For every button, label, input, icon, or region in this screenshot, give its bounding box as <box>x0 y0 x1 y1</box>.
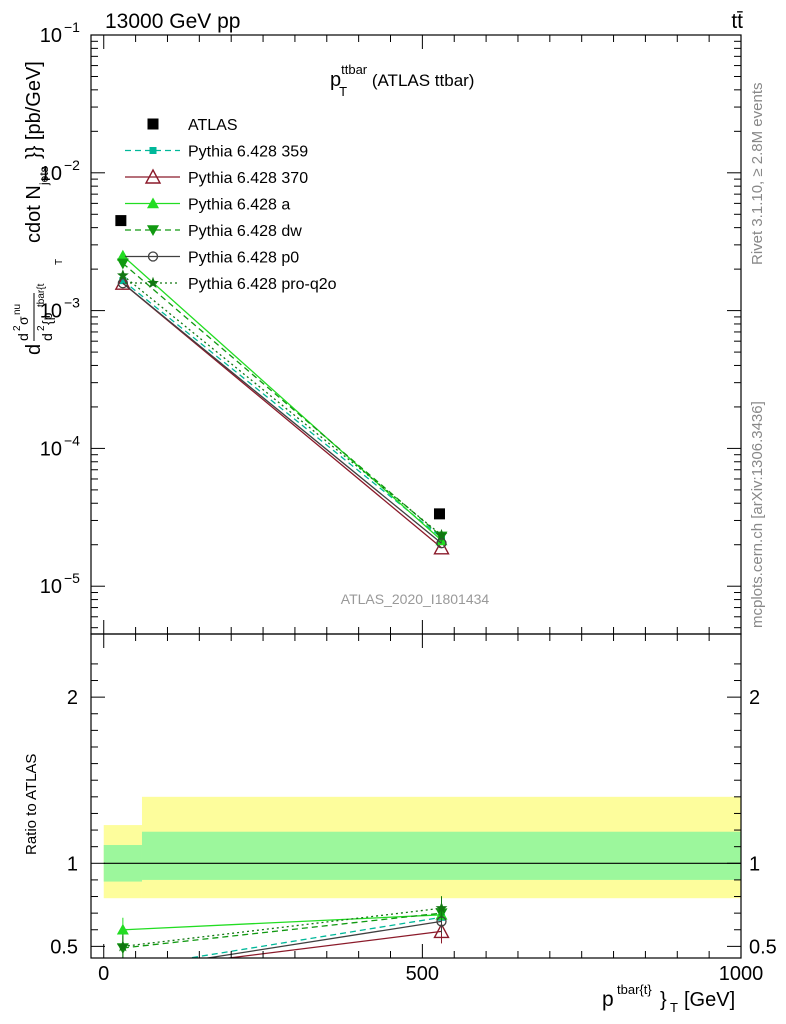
series-point <box>433 539 450 555</box>
series-line <box>122 280 442 539</box>
legend-marker <box>147 276 159 288</box>
ratio-axes: 0.5 0.5 1 1 2 2 0 500 1000 <box>50 633 777 985</box>
series-line <box>122 282 442 544</box>
y-tick-label: 10 <box>40 25 62 47</box>
data-point <box>115 215 127 227</box>
x-tick-label: 1000 <box>719 963 764 985</box>
y-tick-label: 10 <box>40 576 62 598</box>
y-tick-label-exponent: −2 <box>64 157 80 173</box>
ratio-y-tick-label: 2 <box>67 687 78 709</box>
ratio-series-layer <box>116 896 450 958</box>
legend-marker <box>149 147 157 154</box>
svg-text:cdot N: cdot N <box>23 185 45 243</box>
svg-text:T: T <box>54 259 65 265</box>
legend-label: ATLAS <box>188 117 238 134</box>
svg-text:tbar{t: tbar{t <box>36 283 47 307</box>
ratio-y-tick-label: 0.5 <box>50 936 78 958</box>
svg-text:T: T <box>670 1000 678 1015</box>
ratio-ylabel: Ratio to ATLAS <box>23 754 40 855</box>
svg-text:2: 2 <box>36 325 47 331</box>
svg-text:tbar{t}: tbar{t} <box>617 982 652 997</box>
svg-text:nu: nu <box>12 304 23 315</box>
rivet-label: Rivet 3.1.10, ≥ 2.8M events <box>749 83 766 266</box>
x-tick-label: 500 <box>406 963 439 985</box>
legend-label: Pythia 6.428 370 <box>188 170 308 187</box>
x-tick-label: 0 <box>98 963 109 985</box>
series-point <box>436 538 447 549</box>
series-point <box>117 278 129 289</box>
y-tick-label-exponent: −3 <box>64 295 80 311</box>
y-tick-label: 10 <box>40 163 62 185</box>
ratio-line <box>185 916 442 958</box>
svg-text:jets: jets <box>37 166 51 186</box>
ratio-line <box>122 914 442 931</box>
svg-text:{p: {p <box>39 312 55 325</box>
ratio-frame <box>90 633 742 959</box>
ratio-point <box>116 923 129 935</box>
svg-text:d: d <box>15 333 31 341</box>
main-series-layer <box>114 215 450 555</box>
header-energy-label: 13000 GeV pp <box>105 10 240 33</box>
ratio-series-clipped <box>116 896 450 958</box>
data-point <box>433 508 445 520</box>
main-title: pttbar T (ATLAS ttbar) <box>330 62 474 99</box>
ratio-line <box>122 907 442 948</box>
svg-text:[GeV]: [GeV] <box>684 989 735 1011</box>
ratio-y-tick-label-right: 2 <box>749 687 760 709</box>
band-inner <box>141 831 741 880</box>
y-tick-label: 10 <box>40 301 62 323</box>
series-point <box>435 528 448 541</box>
ratio-point <box>117 940 129 952</box>
series-line <box>122 274 442 536</box>
main-axes: 10−510−410−310−210−1 <box>40 19 742 634</box>
ratio-line <box>122 912 442 949</box>
legend: ATLAS Pythia 6.428 359 Pythia 6.428 370 Pyt… <box>125 117 337 293</box>
svg-text:p: p <box>602 988 614 1011</box>
legend-label: Pythia 6.428 p0 <box>188 250 299 267</box>
ratio-y-tick-label-right: 0.5 <box>749 936 777 958</box>
legend-marker <box>147 118 159 130</box>
legend-label: Pythia 6.428 a <box>188 197 290 214</box>
mcplots-label: mcplots.cern.ch [arXiv:1306.3436] <box>749 401 766 628</box>
ratio-point <box>433 922 450 939</box>
y-tick-label: 10 <box>40 438 62 460</box>
analysis-watermark: ATLAS_2020_I1801434 <box>341 591 490 607</box>
svg-text:}} [pb/GeV]: }} [pb/GeV] <box>23 61 45 159</box>
series-line <box>122 262 442 537</box>
legend-marker <box>147 197 159 209</box>
header-process-label: tt̄ <box>731 10 743 33</box>
svg-text:2: 2 <box>12 325 23 331</box>
ratio-y-tick-label: 1 <box>67 853 78 875</box>
svg-text:σ: σ <box>15 316 31 325</box>
ratio-line <box>203 920 442 958</box>
ratio-y-tick-label-right: 1 <box>749 853 760 875</box>
legend-label: Pythia 6.428 dw <box>188 223 302 240</box>
legend-marker <box>147 225 159 236</box>
legend-marker <box>144 168 162 184</box>
series-point <box>119 277 127 285</box>
series-point <box>116 258 129 270</box>
ratio-line <box>223 930 442 958</box>
svg-text:d: d <box>23 344 45 355</box>
ratio-point <box>435 902 448 914</box>
ratio-bands <box>103 796 741 899</box>
y-tick-label-exponent: −5 <box>64 570 80 586</box>
y-tick-label-exponent: −4 <box>64 432 80 448</box>
y-tick-label-exponent: −1 <box>64 19 80 35</box>
legend-label: Pythia 6.428 359 <box>188 144 308 161</box>
series-point <box>116 249 129 261</box>
x-axis-title: p tbar{t} } T [GeV] <box>602 982 735 1015</box>
series-line <box>122 255 442 541</box>
svg-text:d: d <box>39 333 55 341</box>
legend-label: Pythia 6.428 pro-q2o <box>188 276 337 293</box>
series-point <box>117 269 129 281</box>
main-ylabel: d d 2 σ nu d 2 {p tbar{t T cdot N jets }… <box>12 61 65 355</box>
legend-marker <box>147 251 159 262</box>
svg-text:}: } <box>660 989 667 1011</box>
